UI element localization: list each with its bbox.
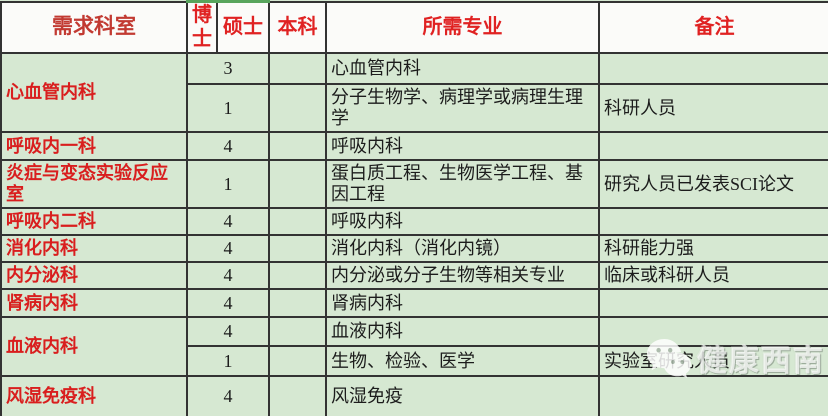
dept-cell: 内分泌科 bbox=[0, 261, 188, 291]
bachelor-cell bbox=[268, 52, 327, 86]
table-row: 消化内科 4 消化内科（消化内镜） 科研能力强 bbox=[0, 234, 828, 264]
major-cell: 消化内科（消化内镜） bbox=[325, 234, 600, 264]
header-master: 硕士 bbox=[216, 0, 270, 55]
major-cell: 呼吸内科 bbox=[325, 207, 600, 237]
table-row: 呼吸内一科 4 呼吸内科 bbox=[0, 131, 828, 162]
note-cell bbox=[598, 316, 828, 348]
table-row: 风湿免疫科 4 风湿免疫 bbox=[0, 375, 828, 416]
note-cell bbox=[598, 375, 828, 416]
major-cell: 内分泌或分子生物等相关专业 bbox=[325, 261, 600, 291]
table-row: 1 分子生物学、病理学或病理生理学 科研人员 bbox=[1, 83, 828, 134]
major-cell: 风湿免疫 bbox=[325, 375, 600, 416]
count-cell: 4 bbox=[186, 131, 270, 162]
dept-cell: 呼吸内一科 bbox=[0, 131, 188, 162]
dept-cell: 消化内科 bbox=[0, 234, 188, 264]
table-row: 血液内科 4 血液内科 bbox=[0, 316, 828, 378]
table-row: 1 生物、检验、医学 实验室研究人员 bbox=[1, 345, 828, 378]
note-cell bbox=[598, 207, 828, 237]
note-cell: 科研能力强 bbox=[598, 234, 828, 264]
count-cell: 3 bbox=[186, 52, 270, 86]
header-row: 需求科室 博士 硕士 本科 所需专业 备注 bbox=[0, 0, 828, 55]
major-cell: 心血管内科 bbox=[325, 52, 600, 86]
bachelor-cell bbox=[268, 316, 327, 348]
major-cell: 血液内科 bbox=[325, 316, 600, 348]
table-row: 肾病内科 4 肾病内科 bbox=[0, 288, 828, 319]
major-cell: 分子生物学、病理学或病理生理学 bbox=[325, 83, 600, 134]
note-cell bbox=[598, 131, 828, 162]
note-cell: 实验室研究人员 bbox=[598, 345, 828, 378]
note-cell bbox=[598, 52, 828, 86]
bachelor-cell bbox=[268, 375, 327, 416]
dept-cell: 风湿免疫科 bbox=[0, 375, 188, 416]
bachelor-cell bbox=[268, 131, 327, 162]
count-cell: 1 bbox=[186, 159, 270, 210]
note-cell bbox=[598, 288, 828, 319]
bachelor-cell bbox=[268, 159, 327, 210]
dept-cell: 呼吸内二科 bbox=[0, 207, 188, 237]
count-cell: 1 bbox=[186, 83, 270, 134]
bachelor-cell bbox=[268, 261, 327, 291]
dept-cell: 血液内科 bbox=[0, 316, 188, 378]
note-cell: 临床或科研人员 bbox=[598, 261, 828, 291]
header-note: 备注 bbox=[598, 0, 828, 55]
header-bachelor: 本科 bbox=[268, 0, 327, 55]
bachelor-cell bbox=[268, 83, 327, 134]
note-cell: 科研人员 bbox=[598, 83, 828, 134]
count-cell: 4 bbox=[186, 261, 270, 291]
table-row: 呼吸内二科 4 呼吸内科 bbox=[0, 207, 828, 237]
count-cell: 4 bbox=[186, 288, 270, 319]
dept-cell: 炎症与变态实验反应室 bbox=[0, 159, 188, 210]
bachelor-cell bbox=[268, 288, 327, 319]
dept-cell: 肾病内科 bbox=[0, 288, 188, 319]
table-row: 心血管内科 3 心血管内科 bbox=[0, 52, 828, 134]
header-dept: 需求科室 bbox=[0, 0, 188, 55]
count-cell: 4 bbox=[186, 375, 270, 416]
major-cell: 生物、检验、医学 bbox=[325, 345, 600, 378]
header-phd: 博士 bbox=[186, 0, 218, 55]
table-row: 内分泌科 4 内分泌或分子生物等相关专业 临床或科研人员 bbox=[0, 261, 828, 291]
bachelor-cell bbox=[268, 207, 327, 237]
count-cell: 4 bbox=[186, 234, 270, 264]
table-row: 炎症与变态实验反应室 1 蛋白质工程、生物医学工程、基因工程 研究人员已发表SC… bbox=[0, 159, 828, 210]
major-cell: 蛋白质工程、生物医学工程、基因工程 bbox=[325, 159, 600, 210]
note-cell: 研究人员已发表SCI论文 bbox=[598, 159, 828, 210]
count-cell: 1 bbox=[186, 345, 270, 378]
dept-cell: 心血管内科 bbox=[0, 52, 188, 134]
count-cell: 4 bbox=[186, 316, 270, 348]
major-cell: 肾病内科 bbox=[325, 288, 600, 319]
major-cell: 呼吸内科 bbox=[325, 131, 600, 162]
bachelor-cell bbox=[268, 345, 327, 378]
header-major: 所需专业 bbox=[325, 0, 600, 55]
count-cell: 4 bbox=[186, 207, 270, 237]
bachelor-cell bbox=[268, 234, 327, 264]
